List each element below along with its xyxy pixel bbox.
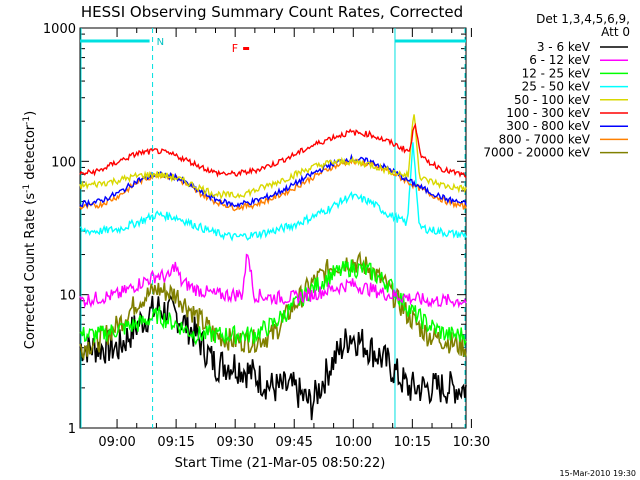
y-axis-label-sup: -1 <box>22 184 32 193</box>
series-layer <box>79 114 467 421</box>
x-tick-label: 09:45 <box>275 435 312 450</box>
x-tick-label: 10:00 <box>335 435 372 450</box>
series-line-s50_100 <box>79 114 467 200</box>
legend-header-line-1: Det 1,3,4,5,6,9, <box>536 12 630 26</box>
plot-frame <box>79 27 467 429</box>
y-axis-label: Corrected Count Rate (s-1 detector-1) <box>22 111 38 349</box>
y-axis-label-mid: detector <box>23 124 38 184</box>
series-line-s100_300 <box>79 122 467 179</box>
x-tick-label: 10:15 <box>394 435 431 450</box>
flare-marker <box>243 47 250 50</box>
x-tick-label: 10:30 <box>453 435 490 450</box>
x-tick-label: 09:30 <box>216 435 253 450</box>
series-line-s7000_20000 <box>79 250 467 361</box>
x-tick-label: 09:15 <box>157 435 194 450</box>
legend-label-s3_6: 3 - 6 keV <box>537 40 591 54</box>
series-line-s3_6 <box>79 294 467 421</box>
attenuator-label: N <box>157 37 164 48</box>
legend-label-s7000_20000: 7000 - 20000 keV <box>483 146 590 160</box>
legend-label-s50_100: 50 - 100 keV <box>514 93 591 107</box>
y-axis-label-sup2: -1 <box>22 116 32 125</box>
series-line-s25_50 <box>79 142 467 242</box>
y-tick-label: 100 <box>51 155 76 170</box>
legend-label-s6_12: 6 - 12 keV <box>529 53 591 67</box>
y-tick-label: 1 <box>68 422 76 437</box>
y-tick-labels: 1 10 100 1000 <box>43 22 76 437</box>
flare-label: F <box>232 42 238 55</box>
legend-label-s800_7000: 800 - 7000 keV <box>499 132 591 146</box>
footer-date: 15-Mar-2010 19:30 <box>560 469 637 478</box>
y-axis-label-main: Corrected Count Rate (s <box>23 193 38 350</box>
legend-header-line-2: Att 0 <box>601 25 630 39</box>
x-tick-label: 09:00 <box>98 435 135 450</box>
y-axis-label-end: ) <box>23 111 38 116</box>
chart-title: HESSI Observing Summary Count Rates, Cor… <box>81 3 463 21</box>
legend-label-s100_300: 100 - 300 keV <box>506 106 590 120</box>
x-axis-label: Start Time (21-Mar-05 08:50:22) <box>175 456 386 471</box>
series-line-s6_12 <box>79 253 467 309</box>
legend-label-s25_50: 25 - 50 keV <box>522 80 591 94</box>
legend-label-s12_25: 12 - 25 keV <box>522 66 591 80</box>
y-tick-label: 10 <box>59 289 76 304</box>
legend-label-s300_800: 300 - 800 keV <box>506 119 590 133</box>
plot-border <box>79 27 467 429</box>
y-tick-label: 1000 <box>43 22 76 37</box>
x-tick-labels: 09:00 09:15 09:30 09:45 10:00 10:15 10:30 <box>98 435 490 450</box>
